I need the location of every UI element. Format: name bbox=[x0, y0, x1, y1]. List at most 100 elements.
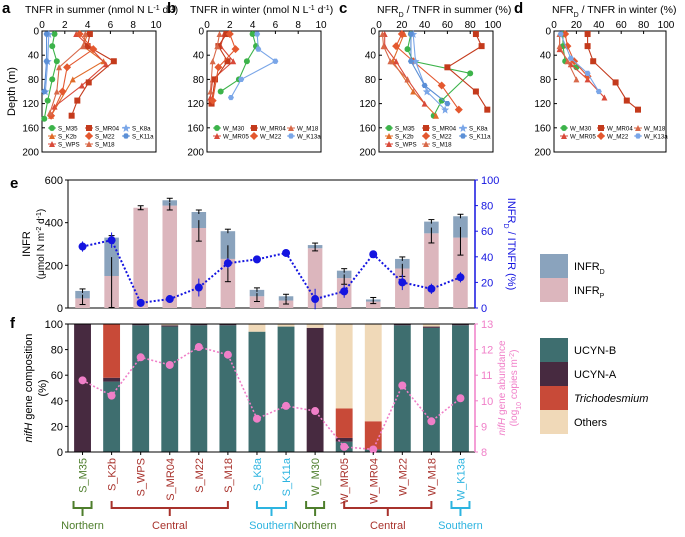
y-tick-label: 120 bbox=[359, 99, 376, 110]
panel-title: TNFR in winter (nmol N L-1 d-1) bbox=[190, 4, 333, 16]
x-tick-label: 4 bbox=[85, 20, 91, 31]
y-tick-label: 40 bbox=[193, 51, 205, 62]
data-point bbox=[85, 79, 92, 86]
y2-tick-label: 12 bbox=[481, 345, 493, 357]
bar-ucyn_b bbox=[190, 325, 208, 452]
panel-title: NFRD / TNFR in summer (%) bbox=[377, 4, 511, 19]
legend-label: S_K2b bbox=[395, 134, 414, 141]
y2-axis-label: nifH gene abundance bbox=[497, 340, 508, 436]
bracket bbox=[255, 501, 288, 516]
text-span: -1 bbox=[323, 5, 329, 12]
data-point bbox=[209, 58, 216, 65]
data-point bbox=[58, 87, 67, 96]
legend-label: S_K8a bbox=[132, 126, 151, 133]
data-point bbox=[74, 97, 81, 104]
bar-infr-p bbox=[307, 248, 323, 308]
station-axis: S_M35 S_K2b S_WPS S_MR04 S_M22 S_M18 S_K8a S_K1… bbox=[61, 452, 483, 532]
x-tick-label: 20 bbox=[571, 20, 583, 31]
text-span: INFR bbox=[574, 261, 600, 273]
text-span: copies m bbox=[509, 359, 520, 402]
abundance-point bbox=[194, 343, 203, 352]
legend-marker bbox=[86, 125, 92, 131]
bar-others bbox=[335, 324, 353, 409]
y-tick-label: 80 bbox=[51, 345, 63, 357]
panel-d: 0 20 40 60 80 100 0 40 80 120 160 200 d NFRD / TNFR i… bbox=[514, 0, 676, 159]
legend-label: S_K2b bbox=[58, 134, 77, 141]
series-line bbox=[410, 34, 448, 105]
legend-marker bbox=[459, 124, 467, 132]
bar-infr-d bbox=[249, 289, 265, 297]
region-label: Central bbox=[370, 520, 405, 532]
legend-label: S_MR04 bbox=[95, 126, 120, 133]
data-point bbox=[43, 31, 50, 37]
y-tick-label: 200 bbox=[359, 148, 376, 159]
legend-label: S_M18 bbox=[95, 142, 115, 149]
bar-others bbox=[306, 324, 324, 328]
data-point bbox=[75, 30, 84, 39]
y-tick-label: 80 bbox=[193, 75, 205, 86]
y-tick-label: 120 bbox=[534, 99, 551, 110]
legend-marker bbox=[123, 133, 129, 139]
bar-others bbox=[364, 324, 382, 422]
legend-marker bbox=[635, 133, 641, 139]
y-tick-label: 100 bbox=[45, 319, 63, 331]
legend-marker bbox=[422, 132, 430, 140]
y-axis-label: nifH gene composition bbox=[23, 334, 35, 443]
data-point bbox=[379, 31, 386, 38]
data-point bbox=[238, 76, 245, 82]
station-label: S_MR04 bbox=[165, 458, 177, 501]
text-span: (%) bbox=[37, 379, 49, 396]
y-tick-label: 40 bbox=[28, 51, 40, 62]
data-point bbox=[255, 46, 262, 52]
text-span: -1 bbox=[153, 5, 159, 12]
legend-marker bbox=[598, 125, 604, 131]
data-point bbox=[80, 43, 87, 50]
bar-ucyn_b bbox=[277, 326, 295, 452]
data-point bbox=[41, 115, 48, 122]
data-point bbox=[392, 42, 401, 51]
station-label: W_MR04 bbox=[368, 458, 380, 504]
abundance-point bbox=[223, 350, 232, 359]
y-tick-label: 80 bbox=[540, 75, 552, 86]
legend-marker bbox=[122, 124, 130, 132]
legend-marker bbox=[49, 133, 55, 139]
bar-ucyn_b bbox=[452, 325, 469, 452]
data-point bbox=[214, 43, 221, 50]
legend-label: S_K11a bbox=[469, 134, 491, 141]
data-point bbox=[86, 31, 93, 38]
plot-frame bbox=[206, 30, 322, 153]
data-point bbox=[387, 58, 394, 65]
legend-label: W_MR05 bbox=[570, 134, 596, 141]
region-bracket: Northern bbox=[294, 501, 337, 532]
x-tick-label: 100 bbox=[658, 20, 675, 31]
y-tick-label: 0 bbox=[33, 27, 39, 38]
data-point bbox=[53, 58, 60, 65]
y2-tick-label: 60 bbox=[481, 226, 493, 238]
panel-letter: b bbox=[167, 0, 176, 17]
data-point bbox=[467, 70, 474, 77]
bar-ucyn_a bbox=[393, 324, 411, 326]
text-span: NFR bbox=[552, 4, 574, 16]
panel-letter: d bbox=[514, 0, 523, 17]
bar-ucyn_b bbox=[103, 381, 121, 452]
bar-ucyn_a bbox=[422, 326, 440, 328]
data-point bbox=[557, 31, 564, 37]
plot-frame bbox=[67, 179, 476, 309]
x-tick-label: 0 bbox=[39, 20, 45, 31]
y-tick-label: 0 bbox=[545, 27, 551, 38]
data-point bbox=[472, 31, 479, 38]
y-tick-label: 120 bbox=[22, 99, 39, 110]
x-tick-label: 0 bbox=[204, 20, 210, 31]
text-span: gene abundance bbox=[497, 340, 508, 418]
data-point bbox=[227, 94, 234, 101]
y-tick-label: 200 bbox=[187, 148, 204, 159]
region-label: Southern bbox=[438, 520, 483, 532]
text-span: UCYN-A bbox=[574, 369, 617, 381]
legend-label: S_M22 bbox=[95, 134, 115, 141]
region-label: Northern bbox=[294, 520, 337, 532]
legend-swatch-tricho bbox=[540, 386, 568, 410]
data-point bbox=[53, 88, 60, 95]
data-point bbox=[224, 58, 231, 65]
bar-ucyn_b bbox=[422, 327, 440, 452]
